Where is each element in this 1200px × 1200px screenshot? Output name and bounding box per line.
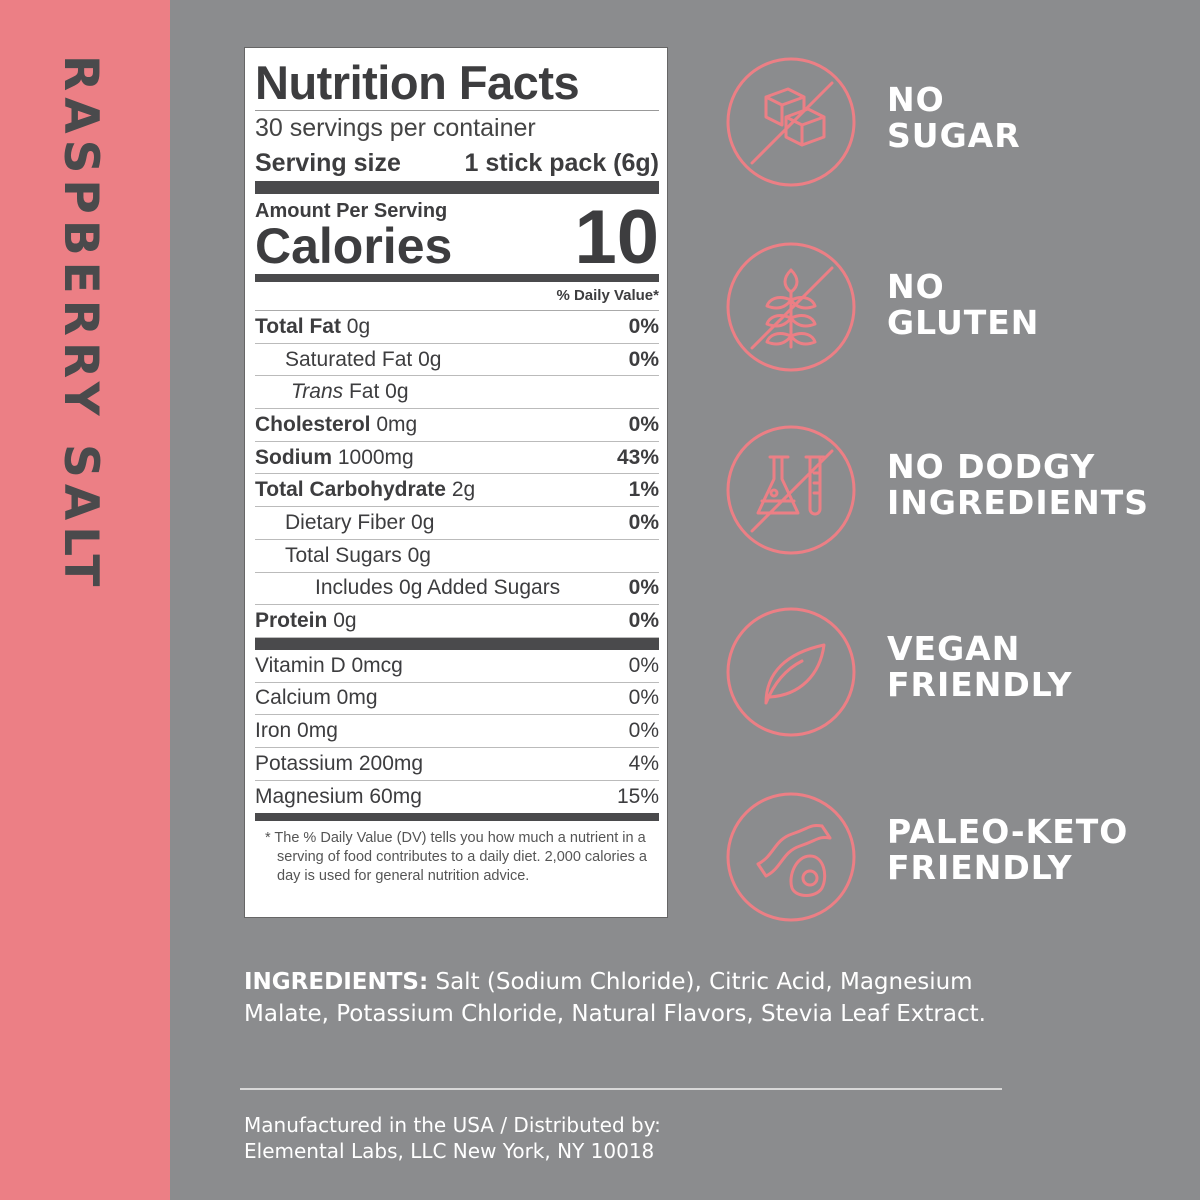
nutrient-amount: 1000mg bbox=[337, 445, 414, 469]
nutrient-dv: 0% bbox=[628, 314, 659, 338]
vitamin-name: Potassium 200mg bbox=[255, 751, 424, 775]
nutrient-row: Includes 0g Added Sugars 0% bbox=[255, 573, 659, 606]
serving-size: Serving size 1 stick pack (6g) bbox=[255, 145, 659, 181]
manufacturer-info: Manufactured in the USA / Distributed by… bbox=[244, 1112, 661, 1164]
nutrient-dv: 1% bbox=[628, 478, 659, 502]
nutrient-dv: 0% bbox=[628, 412, 659, 436]
vitamin-name: Iron 0mg bbox=[255, 719, 338, 743]
nutrient-amount: 0g bbox=[346, 314, 371, 338]
flavor-strip bbox=[0, 0, 170, 1200]
claim-line-1: NO bbox=[887, 80, 945, 119]
nutrient-amount: 0mg bbox=[376, 412, 418, 436]
claim-text: VEGAN FRIENDLY bbox=[887, 631, 1073, 703]
nutrient-dv: 0% bbox=[628, 609, 659, 633]
divider-thick bbox=[255, 637, 659, 650]
vitamin-name: Vitamin D 0mcg bbox=[255, 653, 403, 677]
nutrient-amount: 0g bbox=[333, 609, 357, 633]
vitamin-row: Calcium 0mg 0% bbox=[255, 683, 659, 716]
nutrient-name: Protein bbox=[255, 609, 328, 633]
nutrient-amount: 2g bbox=[451, 478, 476, 502]
nutrient-row: Total Carbohydrate 2g 1% bbox=[255, 474, 659, 508]
vitamin-dv: 0% bbox=[628, 686, 659, 710]
calories-label: Calories bbox=[255, 218, 453, 274]
vitamin-name: Magnesium 60mg bbox=[255, 784, 422, 808]
nutrient-name: Total Carbohydrate bbox=[255, 478, 446, 502]
claim-line-2: GLUTEN bbox=[887, 303, 1040, 342]
claim-text: PALEO-KETO FRIENDLY bbox=[887, 814, 1128, 886]
vitamin-dv: 15% bbox=[616, 784, 659, 808]
nutrient-dv: 0% bbox=[628, 510, 659, 534]
serving-size-value: 1 stick pack (6g) bbox=[464, 149, 659, 177]
nutrient-row: Total Fat 0g 0% bbox=[255, 311, 659, 344]
nutrient-row: Sodium 1000mg 43% bbox=[255, 442, 659, 475]
ingredients-text: Salt (Sodium Chloride), Citric Acid, Mag… bbox=[244, 969, 986, 1027]
nutrient-dv: 43% bbox=[616, 445, 659, 469]
claim-line-2: FRIENDLY bbox=[887, 848, 1073, 887]
daily-value-header: % Daily Value* bbox=[255, 282, 659, 311]
vitamin-dv: 0% bbox=[628, 653, 659, 677]
nutrient-amount: 0g bbox=[418, 347, 442, 371]
claim-text: NO DODGY INGREDIENTS bbox=[887, 449, 1149, 521]
nutrient-name: Cholesterol bbox=[255, 412, 371, 436]
nutrient-name-2: Fat bbox=[348, 380, 380, 404]
vitamin-row: Potassium 200mg 4% bbox=[255, 748, 659, 781]
vitamin-dv: 0% bbox=[628, 719, 659, 743]
nutrient-amount: 0g bbox=[385, 380, 409, 404]
manufacturer-line-1: Manufactured in the USA / Distributed by… bbox=[244, 1113, 661, 1137]
nutrient-amount: 0g bbox=[411, 510, 435, 534]
nutrient-row: Protein 0g 0% bbox=[255, 605, 659, 638]
claim-line-2: FRIENDLY bbox=[887, 665, 1073, 704]
no-chemicals-icon bbox=[726, 425, 856, 555]
nutrient-row: Cholesterol 0mg 0% bbox=[255, 409, 659, 442]
calories-row: Calories 10 bbox=[255, 200, 659, 276]
nutrient-row: Total Sugars 0g bbox=[255, 540, 659, 573]
claim-line-2: INGREDIENTS bbox=[887, 483, 1150, 522]
nutrient-name: Sodium bbox=[255, 445, 332, 469]
nutrient-dv: 0% bbox=[628, 576, 659, 600]
bacon-egg-icon bbox=[726, 792, 856, 922]
ingredients: INGREDIENTS: Salt (Sodium Chloride), Cit… bbox=[244, 966, 1044, 1030]
nutrient-name: Total Fat bbox=[255, 314, 341, 338]
divider-medium bbox=[255, 813, 659, 822]
nutrient-dv: 0% bbox=[628, 347, 659, 371]
nutrient-row: Saturated Fat 0g 0% bbox=[255, 344, 659, 377]
label-title: Nutrition Facts bbox=[255, 56, 580, 109]
flavor-name: RASPBERRY SALT bbox=[53, 55, 108, 593]
claim-line-1: NO DODGY bbox=[887, 447, 1096, 486]
divider-medium bbox=[255, 274, 659, 282]
amount-per-serving: Amount Per Serving bbox=[255, 200, 448, 222]
nutrient-name: Includes 0g Added Sugars bbox=[315, 576, 561, 600]
no-gluten-icon bbox=[726, 242, 856, 372]
manufacturer-line-2: Elemental Labs, LLC New York, NY 10018 bbox=[244, 1139, 655, 1163]
nutrition-facts-label: Nutrition Facts 30 servings per containe… bbox=[244, 47, 668, 918]
claim-line-1: VEGAN bbox=[887, 629, 1021, 668]
nutrient-row: Trans Fat 0g bbox=[255, 376, 659, 410]
nutrient-name: Saturated Fat bbox=[285, 347, 413, 371]
nutrient-name: Trans bbox=[291, 380, 344, 404]
vitamin-row: Magnesium 60mg 15% bbox=[255, 781, 659, 814]
no-sugar-icon bbox=[726, 57, 856, 187]
ingredients-label: INGREDIENTS: bbox=[244, 969, 429, 995]
nutrient-name: Total Sugars bbox=[285, 543, 402, 567]
nutrient-amount: 0g bbox=[407, 543, 431, 567]
footnote: * The % Daily Value (DV) tells you how m… bbox=[265, 830, 647, 885]
serving-size-label: Serving size bbox=[255, 149, 401, 177]
claim-line-1: NO bbox=[887, 267, 945, 306]
vitamin-dv: 4% bbox=[628, 751, 659, 775]
claim-line-1: PALEO-KETO bbox=[887, 812, 1129, 851]
vitamin-row: Vitamin D 0mcg 0% bbox=[255, 650, 659, 683]
claim-line-2: SUGAR bbox=[887, 116, 1021, 155]
divider bbox=[240, 1088, 1002, 1090]
nutrient-row: Dietary Fiber 0g 0% bbox=[255, 507, 659, 540]
claim-text: NO GLUTEN bbox=[887, 269, 1039, 341]
nutrient-name: Dietary Fiber bbox=[285, 510, 406, 534]
servings-per-container: 30 servings per container bbox=[255, 114, 536, 142]
vitamin-name: Calcium 0mg bbox=[255, 686, 378, 710]
claim-text: NO SUGAR bbox=[887, 82, 1021, 154]
calories-value: 10 bbox=[574, 195, 659, 280]
divider-thick bbox=[255, 181, 659, 194]
vitamin-row: Iron 0mg 0% bbox=[255, 715, 659, 748]
leaf-icon bbox=[726, 607, 856, 737]
